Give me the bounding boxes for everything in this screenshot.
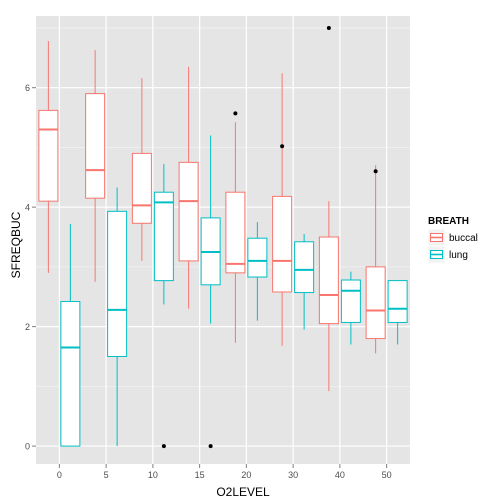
legend-key-buccal [427, 228, 446, 247]
x-axis-ticks: 0 5 10 15 20 30 40 50 [57, 464, 392, 480]
legend: BREATH buccal lung [427, 216, 478, 264]
outlier-point [280, 144, 285, 149]
box-buccal-0 [38, 41, 59, 273]
major-gridlines [36, 16, 410, 464]
y-tick-label: 0 [25, 442, 30, 452]
x-tick-label: 10 [148, 470, 158, 480]
outlier-point [161, 444, 166, 449]
box-buccal-30 [272, 73, 293, 346]
box-buccal-50 [365, 165, 386, 354]
box-lung-0 [60, 223, 81, 447]
box-iqr [387, 280, 408, 323]
box-iqr [247, 237, 268, 278]
x-axis-title: O2LEVEL [216, 485, 270, 499]
outlier-point [326, 25, 331, 30]
y-tick-label: 4 [25, 203, 30, 213]
box-iqr [178, 161, 199, 262]
y-axis-title: SFREQBUC [9, 211, 23, 278]
x-tick-label: 15 [195, 470, 205, 480]
legend-label-lung: lung [449, 250, 468, 261]
box-buccal-10 [131, 78, 152, 261]
outlier-point [373, 169, 378, 174]
box-iqr [225, 191, 246, 274]
box-iqr [318, 236, 339, 325]
legend-key-lung [427, 245, 446, 264]
box-lung-20 [247, 222, 268, 321]
box-iqr [60, 301, 81, 447]
box-iqr [38, 109, 59, 202]
box-lung-30 [294, 234, 315, 330]
y-tick-label: 2 [25, 322, 30, 332]
box-iqr [294, 241, 315, 294]
outlier-point [233, 111, 238, 116]
box-iqr [340, 279, 361, 323]
legend-title: BREATH [428, 216, 469, 227]
box-iqr [153, 191, 174, 282]
outlier-point [208, 444, 213, 449]
box-iqr [365, 266, 386, 340]
plot-panel [36, 16, 410, 464]
box-buccal-20 [225, 122, 246, 343]
box-iqr [107, 210, 128, 357]
x-tick-label: 5 [104, 470, 109, 480]
x-tick-label: 30 [288, 470, 298, 480]
box-lung-10 [153, 164, 174, 305]
legend-label-buccal: buccal [449, 233, 478, 244]
outlier-layer [161, 25, 378, 449]
box-lung-15 [200, 135, 221, 324]
box-iqr [272, 195, 293, 293]
box-iqr [85, 93, 106, 199]
x-tick-label: 50 [382, 470, 392, 480]
x-tick-label: 0 [57, 470, 62, 480]
y-axis-ticks: 0 2 4 6 [25, 83, 36, 452]
y-tick-label: 6 [25, 83, 30, 93]
box-buccal-40 [318, 201, 339, 392]
x-tick-label: 40 [335, 470, 345, 480]
box-layer [38, 41, 408, 447]
box-buccal-5 [85, 50, 106, 282]
box-lung-40 [340, 271, 361, 345]
box-lung-50 [387, 280, 408, 345]
box-buccal-15 [178, 66, 199, 309]
x-tick-label: 20 [241, 470, 251, 480]
box-iqr [131, 152, 152, 224]
box-lung-5 [107, 187, 128, 447]
